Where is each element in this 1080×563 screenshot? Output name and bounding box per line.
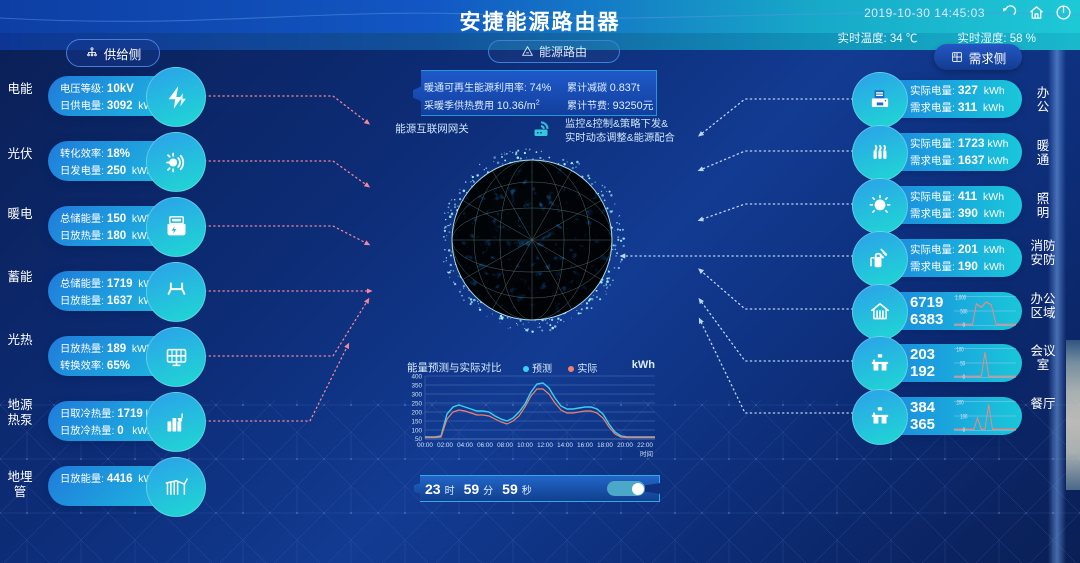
- svg-text:400: 400: [411, 374, 422, 381]
- svg-text:350: 350: [411, 383, 422, 390]
- svg-text:04:00: 04:00: [457, 442, 473, 449]
- svg-text:300: 300: [411, 392, 422, 399]
- svg-text:500: 500: [960, 309, 967, 316]
- svg-text:150: 150: [411, 419, 422, 426]
- svg-text:22:00: 22:00: [637, 442, 653, 449]
- svg-text:02:00: 02:00: [437, 442, 453, 449]
- svg-text:250: 250: [411, 401, 422, 408]
- svg-text:16:00: 16:00: [577, 442, 593, 449]
- svg-text:08:00: 08:00: [497, 442, 513, 449]
- svg-text:100: 100: [960, 414, 967, 421]
- svg-text:12:00: 12:00: [537, 442, 553, 449]
- svg-text:14:00: 14:00: [557, 442, 573, 449]
- svg-text:200: 200: [956, 400, 963, 407]
- svg-text:0: 0: [963, 427, 965, 432]
- svg-text:20:00: 20:00: [617, 442, 633, 449]
- svg-text:100: 100: [956, 347, 963, 354]
- svg-text:1,000: 1,000: [955, 295, 966, 302]
- svg-text:时间: 时间: [640, 449, 653, 458]
- svg-text:0: 0: [963, 322, 965, 327]
- svg-text:100: 100: [411, 428, 422, 435]
- svg-text:00:00: 00:00: [417, 442, 433, 449]
- svg-text:0: 0: [963, 374, 965, 379]
- svg-text:10:00: 10:00: [517, 442, 533, 449]
- svg-text:200: 200: [411, 410, 422, 417]
- svg-text:06:00: 06:00: [477, 442, 493, 449]
- svg-text:18:00: 18:00: [597, 442, 613, 449]
- svg-text:50: 50: [960, 361, 965, 368]
